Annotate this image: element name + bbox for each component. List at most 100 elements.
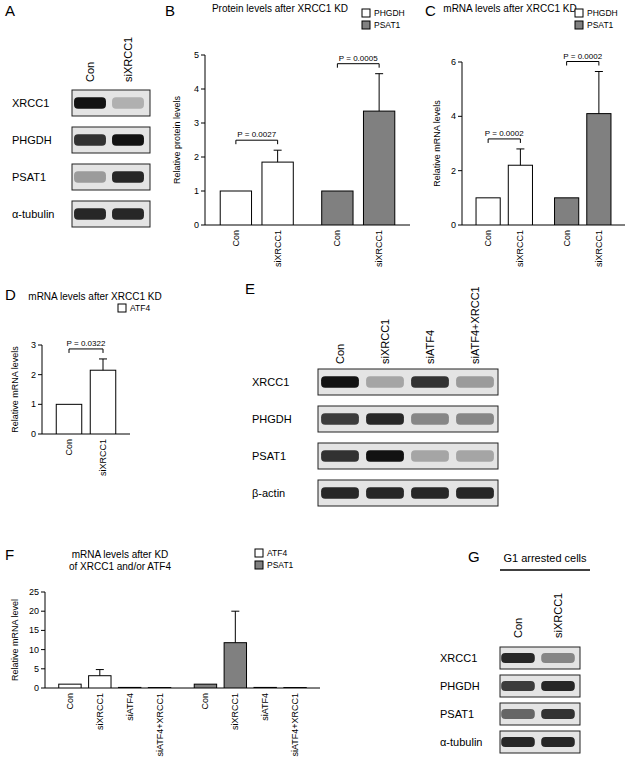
y-axis-line (42, 345, 43, 434)
blot-title: G1 arrested cells (503, 552, 587, 564)
bar (118, 687, 140, 688)
band (411, 450, 449, 462)
row-label: PSAT1 (252, 450, 286, 462)
category-label: Con (200, 693, 210, 710)
category-label: Con (231, 230, 241, 247)
blot-strip (318, 443, 498, 469)
lane-label: siXRCC1 (122, 37, 134, 82)
y-axis-label: Relative mRNA levels (10, 346, 20, 433)
y-tick (201, 157, 205, 158)
y-axis-label: Relative protein levels (172, 95, 182, 184)
category-label: siXRCC1 (594, 230, 604, 267)
title-rule (500, 569, 590, 571)
y-tick-label: 1 (31, 399, 36, 409)
panel-letter: D (5, 286, 16, 303)
y-axis-line (462, 62, 463, 225)
y-tick-label: 0 (34, 683, 39, 693)
blot-strip (318, 480, 498, 506)
blot-strip (72, 164, 150, 190)
y-tick (38, 374, 42, 375)
y-tick-label: 0 (194, 220, 199, 230)
category-label: siATF4+XRCC1 (290, 693, 300, 757)
y-tick (201, 191, 205, 192)
p-value-label: P = 0.0322 (67, 339, 106, 348)
bar (508, 165, 532, 225)
band (321, 376, 359, 388)
chart-panel: DmRNA levels after XRCC1 KD0123Relative … (5, 286, 162, 476)
row-label: PHGDH (440, 680, 480, 692)
marks (220, 74, 395, 225)
lane-label: Con (84, 62, 96, 82)
band (366, 376, 404, 388)
blot-strip (72, 90, 150, 116)
y-axis-line (205, 55, 206, 225)
band (456, 376, 494, 388)
lane-label: siXRCC1 (552, 593, 564, 638)
lane-label: siXRCC1 (379, 319, 391, 364)
y-tick-label: 10 (29, 645, 39, 655)
y-tick-label: 25 (29, 587, 39, 597)
y-tick (41, 630, 45, 631)
y-tick (201, 225, 205, 226)
legend-swatch (575, 9, 583, 17)
band (541, 709, 575, 719)
bar (56, 404, 82, 434)
band (112, 208, 144, 220)
marks (476, 72, 611, 225)
category-label: Con (332, 230, 342, 247)
bar (322, 191, 353, 225)
category-label: siXRCC1 (374, 230, 384, 267)
legend-label: PHGDH (374, 8, 405, 18)
band (501, 737, 535, 747)
band (541, 653, 575, 663)
y-tick-label: 2 (31, 370, 36, 380)
panel-letter: A (5, 2, 15, 19)
y-tick (41, 611, 45, 612)
band (541, 681, 575, 691)
blot-strip (72, 201, 150, 227)
y-tick (38, 404, 42, 405)
y-tick-label: 0 (451, 220, 456, 230)
band (501, 681, 535, 691)
band (501, 709, 535, 719)
y-tick (41, 688, 45, 689)
y-tick (41, 649, 45, 650)
y-tick-label: 2 (451, 166, 456, 176)
category-label: siXRCC1 (515, 230, 525, 267)
blot-strip (72, 127, 150, 153)
row-label: α-tubulin (12, 208, 54, 220)
band (321, 487, 359, 499)
blot-panel: EConsiXRCC1siATF4siATF4+XRCC1XRCC1PHGDHP… (245, 280, 498, 506)
bar (148, 687, 170, 688)
bar (476, 198, 500, 225)
legend-swatch (362, 9, 370, 17)
band (74, 134, 106, 146)
band (74, 208, 106, 220)
lane-label: siATF4 (424, 330, 436, 364)
row-label: β-actin (252, 487, 285, 499)
y-tick-label: 1 (194, 186, 199, 196)
band (366, 450, 404, 462)
title-line: mRNA levels after KD (72, 549, 169, 560)
lane-label: siATF4+XRCC1 (469, 286, 481, 364)
bar (363, 111, 394, 225)
category-label: siATF4+XRCC1 (155, 693, 165, 757)
x-axis-line (45, 688, 320, 689)
title-line: of XRCC1 and/or ATF4 (69, 561, 172, 572)
legend-label: PHGDH (587, 8, 618, 18)
chart-panel: CmRNA levels after XRCC1 KD0246Relative … (425, 2, 625, 267)
y-tick-label: 4 (194, 84, 199, 94)
category-label: siATF4 (125, 693, 135, 721)
marks (56, 359, 116, 434)
p-value-bracket (488, 139, 520, 143)
category-label: siXRCC1 (95, 693, 105, 730)
error-bar (274, 150, 282, 162)
x-axis-line (42, 434, 130, 435)
blot-panel: AConsiXRCC1XRCC1PHGDHPSAT1α-tubulin (5, 2, 150, 227)
row-label: XRCC1 (440, 652, 477, 664)
panel-letter: C (425, 2, 436, 19)
legend-swatch (255, 549, 263, 557)
chart-title: mRNA levels after KDof XRCC1 and/or ATF4 (69, 549, 172, 572)
legend-label: PSAT1 (267, 560, 294, 570)
y-tick-label: 3 (194, 118, 199, 128)
